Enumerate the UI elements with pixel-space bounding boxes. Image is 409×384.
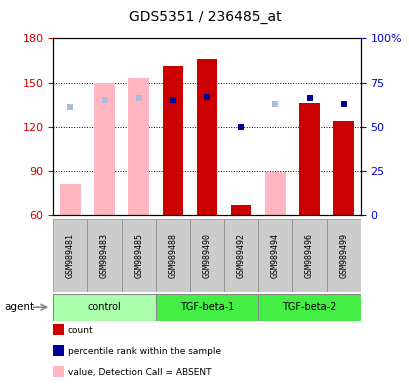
Bar	[265, 172, 285, 215]
Text: GDS5351 / 236485_at: GDS5351 / 236485_at	[128, 10, 281, 23]
Bar	[53, 219, 87, 292]
Text: GSM989496: GSM989496	[304, 233, 313, 278]
Bar	[258, 219, 292, 292]
Bar	[196, 59, 217, 215]
Bar	[230, 205, 251, 215]
Text: TGF-beta-1: TGF-beta-1	[180, 302, 234, 312]
Bar	[162, 66, 183, 215]
Bar	[121, 219, 155, 292]
Bar	[53, 294, 155, 321]
Text: percentile rank within the sample: percentile rank within the sample	[67, 347, 220, 356]
Bar	[128, 78, 148, 215]
Bar	[94, 83, 115, 215]
Bar	[299, 103, 319, 215]
Text: GSM989492: GSM989492	[236, 233, 245, 278]
Bar	[87, 219, 121, 292]
Bar	[258, 294, 360, 321]
Text: agent: agent	[4, 302, 34, 312]
Text: GSM989499: GSM989499	[338, 233, 347, 278]
Text: control: control	[88, 302, 121, 312]
Text: GSM989494: GSM989494	[270, 233, 279, 278]
Bar	[189, 219, 224, 292]
Bar	[292, 219, 326, 292]
Text: GSM989483: GSM989483	[100, 233, 109, 278]
Bar	[224, 219, 258, 292]
Bar	[155, 219, 189, 292]
Text: count: count	[67, 326, 93, 335]
Text: GSM989481: GSM989481	[66, 233, 75, 278]
Bar	[60, 184, 81, 215]
Bar	[155, 294, 258, 321]
Text: GSM989485: GSM989485	[134, 233, 143, 278]
Text: TGF-beta-2: TGF-beta-2	[282, 302, 336, 312]
Text: GSM989488: GSM989488	[168, 233, 177, 278]
Bar	[333, 121, 353, 215]
Bar	[326, 219, 360, 292]
Text: GSM989490: GSM989490	[202, 233, 211, 278]
Text: value, Detection Call = ABSENT: value, Detection Call = ABSENT	[67, 368, 211, 377]
